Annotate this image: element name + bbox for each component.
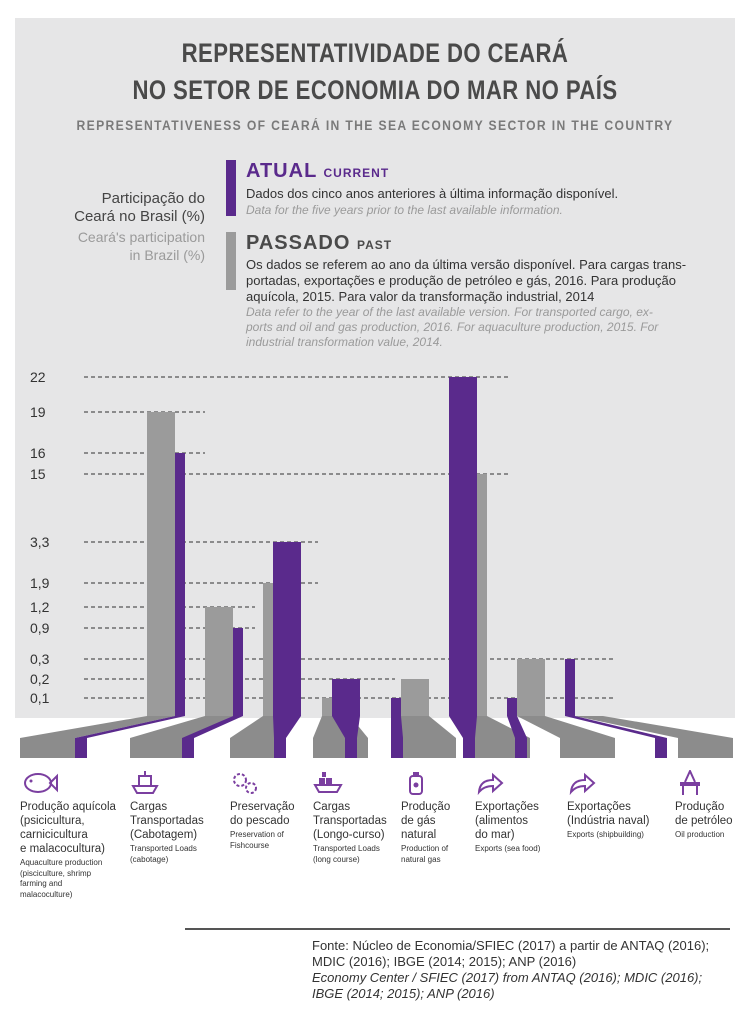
category-name-pt: Produção de gás natural — [401, 801, 451, 841]
legend-past-text: Os dados se referem ao ano da última ver… — [246, 257, 687, 304]
past-floor-ribbon — [517, 716, 615, 758]
category-name-en: Exports (sea food) — [475, 844, 541, 853]
current-floor-ribbon — [273, 716, 301, 758]
category-label: Exportações (alimentos do mar) Exports (sea… — [475, 770, 540, 855]
axis-label-pt: Participação do Ceará no Brasil (%) — [74, 190, 205, 225]
category-name-en: Aquaculture production (pisciculture, shr… — [20, 858, 103, 899]
export-arrow-icon — [567, 770, 597, 796]
category-name-pt: Exportações (Indústria naval) — [567, 801, 650, 827]
fish-icon — [20, 770, 58, 796]
category-name-en: Transported Loads (cabotage) — [130, 844, 197, 864]
category-label: Cargas Transportadas (Cabotagem) Transporte… — [130, 770, 204, 865]
past-floor-ribbon — [401, 716, 456, 758]
category-name-pt: Cargas Transportadas (Cabotagem) — [130, 801, 204, 841]
current-floor-ribbon — [75, 716, 185, 758]
current-floor-ribbon — [565, 716, 667, 758]
category-name-pt: Preservação do pescado — [230, 801, 295, 827]
current-floor-ribbon — [449, 716, 477, 758]
past-floor-ribbon — [313, 716, 368, 758]
category-name-pt: Produção de petróleo — [675, 801, 733, 827]
current-floor-ribbon — [507, 716, 527, 758]
chart-panel — [15, 18, 735, 718]
past-floor-ribbon — [459, 716, 530, 758]
category-label: Produção de petróleo Oil production — [675, 768, 733, 841]
export-arrow-icon — [475, 770, 505, 796]
legend-current-text-en: Data for the five years prior to the las… — [246, 203, 563, 217]
legend-current-text: Dados dos cinco anos anteriores à última… — [246, 186, 619, 201]
category-name-en: Preservation of Fishcourse — [230, 830, 284, 850]
category-name-en: Transported Loads (long course) — [313, 844, 380, 864]
axis-label-en: Ceará's participation in Brazil (%) — [77, 229, 205, 263]
chart-title-line2: NO SETOR DE ECONOMIA DO MAR NO PAÍS — [132, 75, 618, 105]
current-floor-ribbon — [391, 716, 403, 758]
gears-icon — [230, 770, 260, 796]
legend-past-title: PASSADO PAST — [246, 232, 393, 254]
source-note: Fonte: Núcleo de Economia/SFIEC (2017) a… — [312, 938, 710, 1001]
category-name-en: Exports (shipbuilding) — [567, 830, 644, 839]
category-label: Produção aquícola (psicicultura, carnicicu… — [20, 770, 116, 900]
gas-cylinder-icon — [401, 770, 431, 796]
legend-past-swatch — [226, 232, 236, 290]
category-name-en: Production of natural gas — [401, 844, 449, 864]
source-divider — [185, 928, 730, 930]
legend-past-text-en: Data refer to the year of the last avail… — [246, 305, 659, 349]
past-floor-ribbon — [230, 716, 291, 758]
category-name-pt: Produção aquícola (psicicultura, carnicicu… — [20, 801, 116, 855]
oil-platform-icon — [675, 768, 705, 796]
chart-title-line1: REPRESENTATIVIDADE DO CEARÁ — [181, 38, 569, 68]
category-name-en: Oil production — [675, 830, 725, 839]
legend-current-title: ATUAL CURRENT — [246, 160, 390, 182]
category-label: Cargas Transportadas (Longo-curso) Transpor… — [313, 770, 387, 865]
category-name-pt: Cargas Transportadas (Longo-curso) — [313, 801, 387, 841]
current-floor-ribbon — [182, 716, 243, 758]
category-label: Preservação do pescado Preservation of Fish… — [230, 770, 295, 851]
category-label: Produção de gás natural Production of natura… — [401, 770, 450, 865]
cargo-ship-icon — [313, 770, 343, 796]
past-floor-ribbon — [20, 716, 175, 758]
chart-subtitle: REPRESENTATIVENESS OF CEARÁ IN THE SEA E… — [76, 118, 674, 133]
past-floor-ribbon — [575, 716, 733, 758]
past-floor-ribbon — [130, 716, 233, 758]
legend-current-swatch — [226, 160, 236, 216]
category-name-pt: Exportações (alimentos do mar) — [475, 801, 539, 841]
category-label: Exportações (Indústria naval) Exports (shi… — [567, 770, 649, 841]
ship-icon — [130, 770, 160, 796]
current-floor-ribbon — [332, 716, 360, 758]
